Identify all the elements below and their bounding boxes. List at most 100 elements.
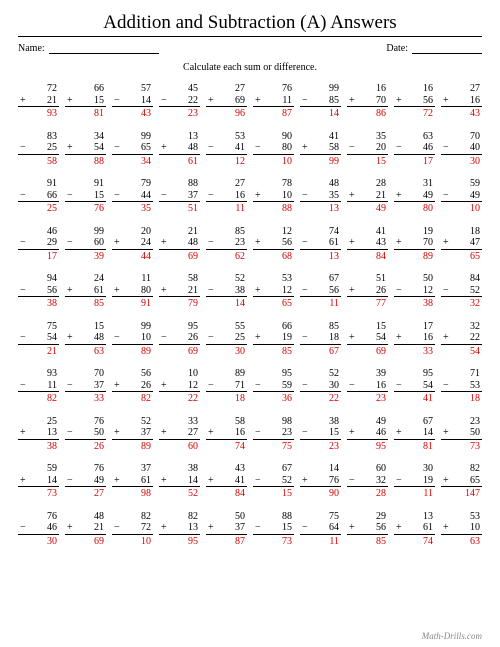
answer: 69 xyxy=(347,345,388,358)
answer: 89 xyxy=(112,440,153,453)
operator-line: +27 xyxy=(159,427,200,440)
operand-bottom: 72 xyxy=(141,522,151,534)
math-problem: 27+1643 xyxy=(441,83,482,120)
math-problem: 23+5073 xyxy=(441,416,482,453)
operand-top: 48 xyxy=(65,511,106,523)
operator: − xyxy=(159,190,167,202)
operator: − xyxy=(394,475,402,487)
operator: − xyxy=(112,142,120,154)
answer: 87 xyxy=(206,535,247,548)
operator-line: −53 xyxy=(441,380,482,393)
operand-bottom: 44 xyxy=(141,190,151,202)
answer: 10 xyxy=(112,535,153,548)
math-problem: 94−5638 xyxy=(18,273,59,310)
operand-bottom: 48 xyxy=(94,332,104,344)
math-problem: 56+2682 xyxy=(112,368,153,405)
answer: 85 xyxy=(347,535,388,548)
operand-top: 41 xyxy=(300,131,341,143)
operand-bottom: 16 xyxy=(235,190,245,202)
answer: 88 xyxy=(65,155,106,168)
operand-top: 39 xyxy=(347,368,388,380)
answer: 60 xyxy=(159,440,200,453)
operand-top: 29 xyxy=(347,511,388,523)
operator: + xyxy=(394,190,402,202)
operand-bottom: 61 xyxy=(423,522,433,534)
operand-bottom: 11 xyxy=(282,95,292,107)
operand-top: 95 xyxy=(253,368,294,380)
page-footer: Math-Drills.com xyxy=(18,631,482,641)
answer: 61 xyxy=(159,155,200,168)
operand-top: 51 xyxy=(347,273,388,285)
operand-bottom: 54 xyxy=(423,380,433,392)
operand-top: 16 xyxy=(394,83,435,95)
answer: 11 xyxy=(394,487,435,500)
operand-bottom: 27 xyxy=(188,427,198,439)
answer: 23 xyxy=(347,392,388,405)
operator-line: −12 xyxy=(394,285,435,298)
operand-bottom: 85 xyxy=(329,95,339,107)
operator: − xyxy=(206,380,214,392)
operator-line: +76 xyxy=(300,475,341,488)
math-problem: 70−3733 xyxy=(65,368,106,405)
operator: + xyxy=(253,237,261,249)
answer: 14 xyxy=(206,297,247,310)
operator-line: +41 xyxy=(206,475,247,488)
operand-bottom: 15 xyxy=(94,95,104,107)
operand-bottom: 40 xyxy=(470,142,480,154)
math-problem: 67−5611 xyxy=(300,273,341,310)
operator: − xyxy=(206,237,214,249)
operator: − xyxy=(112,95,120,107)
operator: + xyxy=(347,285,355,297)
operand-bottom: 65 xyxy=(141,142,151,154)
operand-bottom: 23 xyxy=(235,237,245,249)
operator-line: −72 xyxy=(112,522,153,535)
operator: + xyxy=(347,95,355,107)
operator-line: −56 xyxy=(300,285,341,298)
answer: 147 xyxy=(441,487,482,500)
operator: − xyxy=(300,522,308,534)
operator-line: +21 xyxy=(65,522,106,535)
operator-line: +14 xyxy=(159,475,200,488)
answer: 17 xyxy=(18,250,59,263)
operand-bottom: 46 xyxy=(423,142,433,154)
operator: + xyxy=(441,427,449,439)
operand-top: 10 xyxy=(159,368,200,380)
operator: + xyxy=(441,237,449,249)
operator-line: − 14 xyxy=(112,95,153,108)
operand-top: 45 xyxy=(159,83,200,95)
answer: 84 xyxy=(347,250,388,263)
operator: + xyxy=(206,95,214,107)
operand-top: 95 xyxy=(394,368,435,380)
math-problem: 41+5899 xyxy=(300,131,341,168)
operator: − xyxy=(65,380,73,392)
operand-bottom: 37 xyxy=(235,522,245,534)
operand-top: 60 xyxy=(347,463,388,475)
math-problem: 48−3513 xyxy=(300,178,341,215)
math-problem: 60−3228 xyxy=(347,463,388,500)
operand-top: 55 xyxy=(206,321,247,333)
operand-bottom: 29 xyxy=(47,237,57,249)
math-problem: 78+1088 xyxy=(253,178,294,215)
name-label: Name: xyxy=(18,43,45,54)
operator-line: −71 xyxy=(206,380,247,393)
operator: − xyxy=(206,285,214,297)
math-problem: 27−1611 xyxy=(206,178,247,215)
answer: 13 xyxy=(300,202,341,215)
operand-top: 49 xyxy=(347,416,388,428)
answer: 15 xyxy=(253,487,294,500)
answer: 12 xyxy=(206,155,247,168)
operand-bottom: 10 xyxy=(282,190,292,202)
operator-line: −46 xyxy=(394,142,435,155)
operand-top: 88 xyxy=(253,511,294,523)
date-field: Date: xyxy=(386,43,482,54)
operator: + xyxy=(159,142,167,154)
math-problem: 13+6174 xyxy=(394,511,435,548)
operand-bottom: 14 xyxy=(141,95,151,107)
operand-bottom: 70 xyxy=(423,237,433,249)
answer: 74 xyxy=(206,440,247,453)
answer: 21 xyxy=(18,345,59,358)
operator-line: +54 xyxy=(65,142,106,155)
operand-bottom: 66 xyxy=(47,190,57,202)
operator: − xyxy=(18,142,26,154)
operator-line: +16 xyxy=(394,332,435,345)
